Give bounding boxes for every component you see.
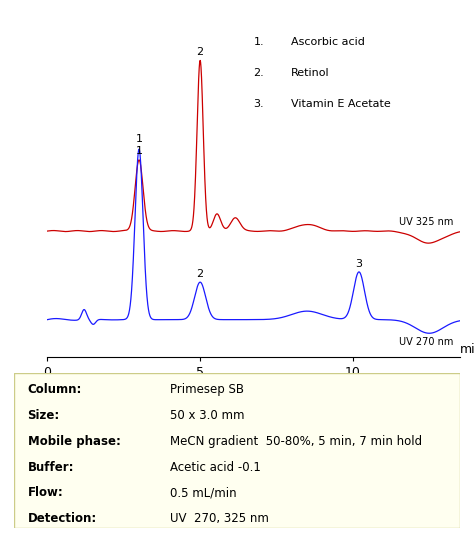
Text: 1.: 1. [254, 37, 264, 46]
Text: Mobile phase:: Mobile phase: [27, 435, 120, 448]
Text: 2: 2 [197, 269, 204, 279]
Text: 2.: 2. [254, 68, 264, 78]
Text: UV 325 nm: UV 325 nm [399, 217, 454, 227]
Text: min: min [460, 343, 474, 356]
Text: Primesep SB: Primesep SB [170, 383, 244, 397]
Text: 2: 2 [197, 47, 204, 58]
Text: UV 270 nm: UV 270 nm [399, 337, 454, 346]
FancyBboxPatch shape [14, 373, 460, 528]
Text: UV  270, 325 nm: UV 270, 325 nm [170, 512, 269, 525]
Text: MeCN gradient  50-80%, 5 min, 7 min hold: MeCN gradient 50-80%, 5 min, 7 min hold [170, 435, 422, 448]
Text: Vitamin E Acetate: Vitamin E Acetate [291, 99, 391, 109]
Text: Buffer:: Buffer: [27, 461, 74, 474]
Text: Column:: Column: [27, 383, 82, 397]
Text: 3: 3 [356, 259, 363, 269]
Text: 0.5 mL/min: 0.5 mL/min [170, 487, 237, 499]
Text: 50 x 3.0 mm: 50 x 3.0 mm [170, 409, 245, 422]
Text: Retinol: Retinol [291, 68, 329, 78]
Text: 1: 1 [136, 134, 143, 144]
Text: 1: 1 [136, 146, 143, 156]
Text: Size:: Size: [27, 409, 60, 422]
Text: Detection:: Detection: [27, 512, 97, 525]
Text: Flow:: Flow: [27, 487, 64, 499]
Text: Ascorbic acid: Ascorbic acid [291, 37, 365, 46]
Text: Acetic acid -0.1: Acetic acid -0.1 [170, 461, 261, 474]
Text: 3.: 3. [254, 99, 264, 109]
